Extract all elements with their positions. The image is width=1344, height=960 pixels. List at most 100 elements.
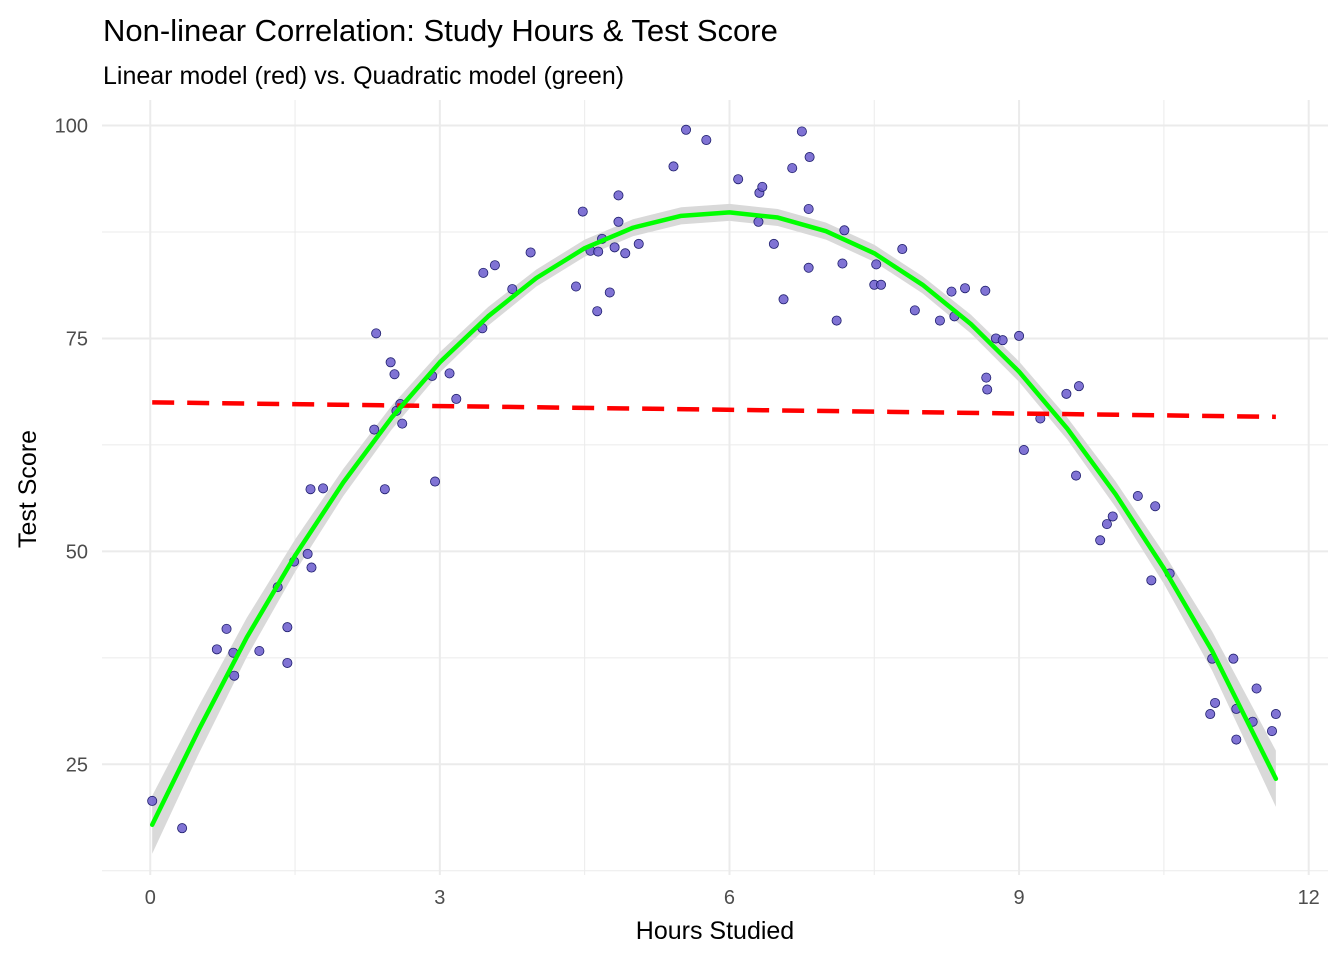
data-point	[701, 135, 712, 146]
data-point	[1101, 519, 1112, 530]
data-point	[1132, 491, 1143, 502]
data-point	[444, 368, 455, 379]
data-point	[757, 181, 768, 192]
data-point	[803, 262, 814, 273]
data-point	[897, 244, 908, 255]
data-point	[478, 267, 489, 278]
x-tick-label: 0	[145, 887, 156, 909]
data-point	[909, 305, 920, 316]
x-axis-label: Hours Studied	[636, 917, 794, 945]
data-point	[871, 259, 882, 270]
data-point	[282, 622, 293, 633]
data-point	[507, 284, 518, 295]
quadratic-confidence-band	[152, 203, 1276, 854]
data-point	[221, 623, 232, 634]
data-point	[1228, 653, 1239, 664]
data-point	[946, 286, 957, 297]
data-point	[451, 393, 462, 404]
data-point	[1061, 388, 1072, 399]
linear-fit-line	[152, 400, 1276, 420]
x-axis-ticks: 0 3 6 9 12	[145, 887, 1320, 909]
data-point	[371, 328, 382, 339]
data-point	[982, 384, 993, 395]
data-point	[768, 238, 779, 249]
data-point	[1150, 501, 1161, 512]
data-point	[389, 369, 400, 380]
data-point	[960, 283, 971, 294]
data-point	[369, 424, 380, 435]
data-point	[804, 152, 815, 163]
data-point	[613, 190, 624, 201]
data-point	[397, 418, 408, 429]
data-point	[778, 294, 789, 305]
data-point	[318, 483, 329, 494]
y-tick-label: 100	[55, 116, 88, 138]
data-point	[733, 174, 744, 185]
data-point	[570, 281, 581, 292]
data-point	[1018, 445, 1029, 456]
y-axis-label: Test Score	[14, 430, 42, 548]
data-point	[609, 242, 620, 253]
data-point	[796, 126, 807, 137]
data-point	[934, 315, 945, 326]
data-point	[837, 258, 848, 269]
data-point	[282, 657, 293, 668]
data-point	[1146, 575, 1157, 586]
data-point	[489, 260, 500, 271]
data-point	[1251, 683, 1262, 694]
x-tick-label: 9	[1014, 887, 1025, 909]
data-point	[229, 670, 240, 681]
y-tick-label: 25	[66, 754, 88, 776]
data-point	[668, 161, 679, 172]
data-point	[981, 372, 992, 383]
data-point	[604, 287, 615, 298]
confidence-band	[152, 203, 1276, 854]
major-gridlines	[102, 100, 1328, 875]
data-point	[1071, 470, 1082, 481]
chart-subtitle: Linear model (red) vs. Quadratic model (…	[103, 62, 624, 90]
fit-lines	[149, 210, 1279, 828]
data-point	[1267, 726, 1278, 737]
data-point	[633, 238, 644, 249]
data-point	[305, 484, 316, 495]
data-point	[525, 247, 536, 258]
data-point	[302, 548, 313, 559]
x-tick-label: 3	[434, 887, 445, 909]
data-point	[211, 644, 222, 655]
data-points	[147, 124, 1281, 834]
data-point	[1210, 697, 1221, 708]
data-point	[831, 315, 842, 326]
data-point	[577, 206, 588, 217]
data-point	[177, 823, 188, 834]
data-point	[592, 306, 603, 317]
data-point	[997, 335, 1008, 346]
data-point	[1270, 709, 1281, 720]
data-point	[593, 246, 604, 257]
data-point	[681, 124, 692, 135]
x-tick-label: 6	[724, 887, 735, 909]
data-point	[839, 225, 850, 236]
data-point	[1095, 535, 1106, 546]
data-point	[1231, 734, 1242, 745]
data-point	[1073, 381, 1084, 392]
data-point	[379, 484, 390, 495]
y-tick-label: 50	[66, 541, 88, 563]
data-point	[1205, 709, 1216, 720]
quadratic-fit-line	[149, 210, 1279, 828]
y-tick-label: 75	[66, 328, 88, 350]
data-point	[753, 216, 764, 227]
chart-title: Non-linear Correlation: Study Hours & Te…	[103, 13, 778, 48]
x-tick-label: 12	[1298, 887, 1320, 909]
data-point	[306, 562, 317, 573]
data-point	[1014, 330, 1025, 341]
y-axis-ticks: 25 50 75 100	[55, 116, 88, 777]
data-point	[147, 795, 158, 806]
data-point	[620, 248, 631, 259]
minor-gridlines	[102, 100, 1328, 875]
data-point	[876, 279, 887, 290]
data-point	[787, 163, 798, 174]
data-point	[980, 285, 991, 296]
data-point	[803, 204, 814, 215]
data-point	[613, 216, 624, 227]
